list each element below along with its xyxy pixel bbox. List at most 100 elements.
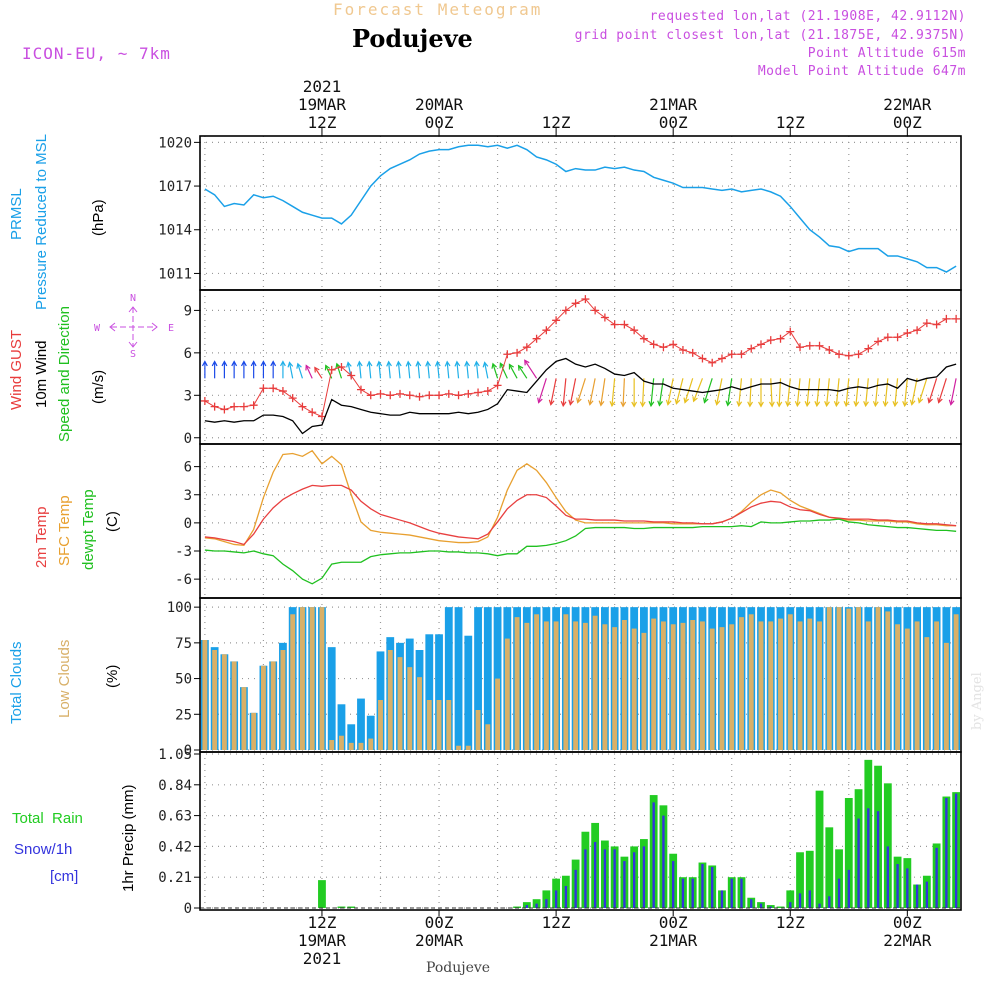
low-cloud-bar <box>778 618 783 750</box>
y-tick-label: 0.21 <box>158 870 192 886</box>
wind-direction-arrow <box>297 363 304 379</box>
wind-direction-arrow <box>436 361 440 379</box>
gust-marker <box>913 326 922 335</box>
low-cloud-bar <box>612 627 618 750</box>
low-cloud-bar <box>797 621 803 750</box>
wind-direction-arrow <box>388 361 391 379</box>
gust-marker <box>952 314 961 323</box>
wind-arrowhead <box>415 360 422 367</box>
rain-bar <box>318 880 326 908</box>
panel-frame <box>199 135 962 291</box>
snow-bar <box>915 884 919 908</box>
low-cloud-bar <box>660 621 666 750</box>
total-cloud-bar <box>483 607 492 750</box>
y-tick-label: 0.63 <box>158 809 192 825</box>
wind-arrowhead <box>537 397 543 404</box>
gust-marker <box>552 316 561 325</box>
time-label-bottom: 00Z <box>659 913 688 932</box>
gust-marker <box>415 392 424 401</box>
wind-direction-arrow <box>727 378 733 406</box>
wind-direction-arrow <box>703 378 713 403</box>
wind-direction-arrow <box>874 378 879 406</box>
low-cloud-bar <box>368 738 374 750</box>
rain-bar <box>786 890 795 908</box>
wind-arrowhead <box>833 401 840 408</box>
low-cloud-bar <box>270 661 276 750</box>
gust-marker <box>356 385 365 394</box>
time-label-bottom: 19MAR <box>298 931 347 950</box>
wind-arrowhead <box>517 364 524 371</box>
compass-arrow-n <box>128 306 138 313</box>
low-cloud-bar <box>436 700 442 750</box>
gust-marker <box>210 402 219 411</box>
low-cloud-bar <box>504 638 510 750</box>
gust-marker <box>669 340 678 349</box>
model-altitude: Model Point Altitude 647m <box>757 64 966 79</box>
y-tick-label: 1017 <box>158 179 192 195</box>
low-cloud-bar <box>631 628 637 750</box>
wind-arrowhead <box>296 362 302 369</box>
low-cloud-bar <box>543 621 549 750</box>
wind-arrowhead <box>927 397 933 404</box>
low-cloud-bar <box>231 661 237 750</box>
snow-unit-label: [cm] <box>50 868 79 885</box>
gust-marker <box>737 350 746 359</box>
time-label-top: 00Z <box>659 113 688 132</box>
wind-arrowhead <box>201 360 208 367</box>
snow-bar <box>642 846 646 908</box>
wind-arrowhead <box>568 399 575 406</box>
gust-marker <box>396 389 405 398</box>
wind-arrowhead <box>917 397 924 404</box>
wind-arrowhead <box>657 400 663 407</box>
wind-direction-arrow <box>928 378 938 403</box>
wind-arrowhead <box>560 401 567 408</box>
snow-bar <box>652 802 655 908</box>
snow-bar <box>818 903 821 908</box>
time-label-bottom: 20MAR <box>415 931 464 950</box>
time-label-bottom: 2021 <box>303 949 342 968</box>
wind-direction-arrow <box>492 363 499 379</box>
wind-direction-arrow <box>855 378 860 406</box>
wind-arrowhead <box>714 399 721 406</box>
wind-direction-arrow <box>466 361 469 379</box>
wind-direction-arrow <box>314 367 323 379</box>
snow-bar <box>545 899 548 908</box>
snow-bar <box>623 861 626 908</box>
y-tick-label: 1014 <box>158 223 192 239</box>
gust-marker <box>678 346 687 355</box>
snow-bar <box>945 798 948 908</box>
gust-marker <box>288 394 297 403</box>
wind-arrowhead <box>473 360 480 367</box>
time-label-top: 2021 <box>303 77 342 96</box>
low-cloud-bar <box>719 627 725 750</box>
wind-direction-arrow <box>336 363 343 379</box>
low-cloud-bar <box>290 614 296 750</box>
snow-bar <box>750 899 753 908</box>
gust-marker <box>327 365 336 374</box>
low-cloud-bar <box>417 677 422 750</box>
gust-marker <box>942 314 951 323</box>
low-cloud-bar <box>309 607 315 750</box>
snow-bar <box>857 818 860 908</box>
gust-marker <box>776 334 785 343</box>
wind-direction-arrow <box>806 378 811 406</box>
wind-arrowhead <box>211 360 218 367</box>
y-tick-label: 50 <box>175 672 192 688</box>
wind-arrowhead <box>725 400 732 407</box>
low-cloud-bar <box>465 745 471 750</box>
gust-marker <box>786 327 795 336</box>
low-cloud-bar <box>690 620 696 750</box>
total-cloud-bar <box>435 634 443 750</box>
wind-arrowhead <box>665 399 672 406</box>
gust-marker <box>835 350 844 359</box>
gust-marker <box>337 363 346 371</box>
snow-bar <box>925 881 929 908</box>
y-tick-label: -3 <box>175 544 192 560</box>
gust-marker <box>454 391 463 400</box>
wind-arrowhead <box>702 397 709 404</box>
wind-direction-arrow <box>918 378 928 403</box>
wind-arrowhead <box>768 401 775 408</box>
wind-direction-arrow <box>675 378 684 404</box>
low-cloud-bar <box>339 735 344 750</box>
wind-direction-arrow <box>358 361 362 379</box>
